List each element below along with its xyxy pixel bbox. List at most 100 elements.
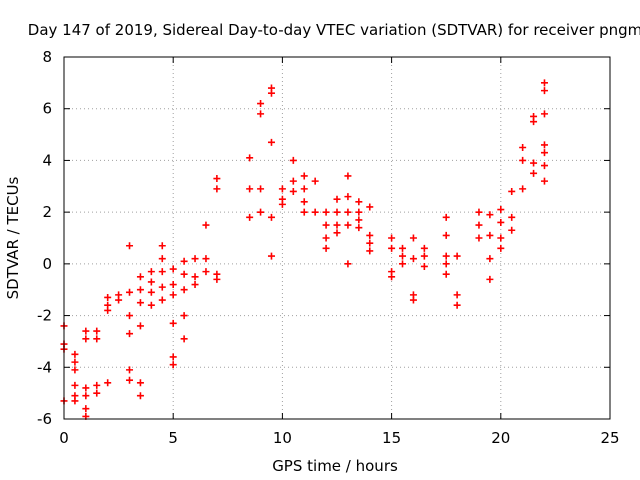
data-point	[147, 288, 155, 296]
data-point	[322, 221, 330, 229]
data-point	[71, 350, 79, 358]
data-point	[71, 381, 79, 389]
data-point	[257, 110, 265, 118]
data-point	[311, 208, 319, 216]
data-point	[169, 281, 177, 289]
data-point	[366, 203, 374, 211]
data-point	[497, 234, 505, 242]
data-point	[158, 296, 166, 304]
data-point	[300, 172, 308, 180]
data-point	[497, 206, 505, 214]
data-point	[355, 224, 363, 232]
data-point	[540, 149, 548, 157]
data-point	[169, 361, 177, 369]
data-point	[104, 293, 112, 301]
data-point	[202, 268, 210, 276]
x-tick-label: 0	[59, 429, 69, 447]
data-point	[333, 229, 341, 237]
data-point	[540, 162, 548, 170]
data-point	[136, 392, 144, 400]
data-point	[126, 366, 134, 374]
data-point	[213, 185, 221, 193]
data-point	[267, 252, 275, 260]
y-tick-labels: -6 -4 -2 0 2 4 6 8	[37, 48, 52, 428]
y-tick-label: -6	[37, 410, 52, 428]
data-point	[93, 389, 101, 397]
data-point	[333, 221, 341, 229]
data-point	[246, 185, 254, 193]
data-point	[147, 301, 155, 309]
data-point	[180, 286, 188, 294]
data-point	[136, 322, 144, 330]
data-point	[158, 242, 166, 250]
data-point	[257, 100, 265, 108]
data-point	[355, 198, 363, 206]
data-point	[355, 208, 363, 216]
data-point	[213, 275, 221, 283]
data-point	[126, 312, 134, 320]
data-point	[420, 252, 428, 260]
data-point	[202, 255, 210, 263]
data-point	[409, 234, 417, 242]
data-point	[169, 291, 177, 299]
data-point	[158, 283, 166, 291]
data-point	[202, 221, 210, 229]
chart-title: Day 147 of 2019, Sidereal Day-to-day VTE…	[28, 21, 640, 39]
data-point	[508, 187, 516, 195]
data-point	[300, 198, 308, 206]
data-point	[82, 327, 90, 335]
data-point	[366, 247, 374, 255]
data-point	[104, 306, 112, 314]
x-axis-label: GPS time / hours	[272, 457, 398, 475]
data-point	[540, 79, 548, 87]
x-tick-label: 5	[168, 429, 178, 447]
data-point	[388, 234, 396, 242]
data-point	[213, 175, 221, 183]
data-point	[519, 156, 527, 164]
data-point	[82, 335, 90, 343]
data-point	[540, 87, 548, 95]
data-point	[191, 281, 199, 289]
y-tick-label: -4	[37, 358, 52, 376]
data-point	[246, 154, 254, 162]
data-point	[300, 208, 308, 216]
data-point	[300, 185, 308, 193]
data-point	[442, 213, 450, 221]
data-point	[71, 366, 79, 374]
data-point	[420, 262, 428, 270]
data-point	[540, 177, 548, 185]
data-point	[126, 330, 134, 338]
data-point	[158, 255, 166, 263]
data-point	[475, 208, 483, 216]
data-point	[257, 185, 265, 193]
data-point	[530, 169, 538, 177]
data-point	[311, 177, 319, 185]
data-point	[486, 211, 494, 219]
data-point	[442, 270, 450, 278]
data-point	[71, 397, 79, 405]
data-point	[540, 141, 548, 149]
data-point	[104, 379, 112, 387]
data-point	[344, 193, 352, 201]
x-tick-labels: 0 5 10 15 20 25	[59, 429, 619, 447]
data-point	[497, 244, 505, 252]
data-point	[267, 213, 275, 221]
data-point	[508, 213, 516, 221]
data-point	[126, 242, 134, 250]
data-point	[278, 200, 286, 208]
x-tick-label: 25	[600, 429, 619, 447]
data-point	[115, 296, 123, 304]
data-point	[180, 312, 188, 320]
data-point	[126, 288, 134, 296]
data-point	[136, 286, 144, 294]
data-point	[93, 381, 101, 389]
data-point	[333, 195, 341, 203]
data-point	[486, 275, 494, 283]
data-point	[453, 291, 461, 299]
data-point	[180, 270, 188, 278]
plot-border	[63, 56, 611, 420]
data-point	[169, 319, 177, 327]
y-tick-label: 8	[42, 48, 52, 66]
data-point	[344, 208, 352, 216]
